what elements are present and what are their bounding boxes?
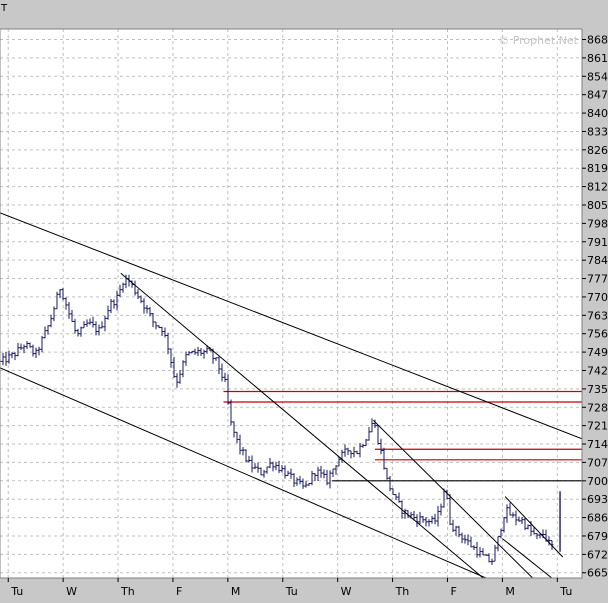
y-tick-label: 784 <box>587 254 608 267</box>
y-tick-label: 735 <box>587 383 608 396</box>
trendline <box>0 212 582 440</box>
y-tick-label: 756 <box>587 328 608 341</box>
y-tick-label: 777 <box>587 273 608 286</box>
y-tick-label: 686 <box>587 512 608 525</box>
trendlines <box>0 212 582 578</box>
y-tick-label: 665 <box>587 567 608 580</box>
x-tick-label: Tu <box>285 585 298 598</box>
y-tick-label: 707 <box>587 456 608 469</box>
y-tick-label: 791 <box>587 236 608 249</box>
y-tick-label: 679 <box>587 530 608 543</box>
x-tick-label: W <box>341 585 352 598</box>
y-tick-label: 833 <box>587 125 608 138</box>
x-tick-label: Tu <box>10 585 23 598</box>
y-tick-label: 742 <box>587 364 608 377</box>
y-tick-label: 728 <box>587 401 608 414</box>
x-tick-label: W <box>66 585 77 598</box>
y-tick-label: 847 <box>587 89 608 102</box>
trendline <box>373 420 533 578</box>
grid <box>0 29 582 578</box>
header-label: T <box>0 3 8 14</box>
x-tick-label: Tu <box>559 585 572 598</box>
y-tick-label: 721 <box>587 420 608 433</box>
x-tick-label: M <box>231 585 241 598</box>
y-tick-label: 798 <box>587 217 608 230</box>
y-tick-label: 714 <box>587 438 608 451</box>
y-tick-label: 819 <box>587 162 608 175</box>
horizontal-levels <box>223 390 582 482</box>
x-tick-label: F <box>176 585 182 598</box>
plot-area <box>0 29 582 578</box>
y-tick-label: 749 <box>587 346 608 359</box>
trendline <box>120 272 484 578</box>
watermark: © Prophet.Net <box>498 34 578 47</box>
trendline <box>502 538 553 578</box>
price-bars <box>0 274 561 565</box>
y-tick-label: 840 <box>587 107 608 120</box>
y-tick-label: 868 <box>587 34 608 47</box>
y-tick-label: 805 <box>587 199 608 212</box>
x-tick-label: Th <box>395 585 410 598</box>
y-tick-label: 763 <box>587 309 608 322</box>
y-tick-label: 812 <box>587 181 608 194</box>
x-tick-label: Th <box>120 585 135 598</box>
x-tick-label: M <box>505 585 515 598</box>
x-axis: Tu W Th F M Tu W Th F M Tu <box>7 578 572 598</box>
trendline <box>0 367 487 578</box>
y-tick-label: 854 <box>587 70 608 83</box>
y-tick-label: 672 <box>587 548 608 561</box>
y-axis: 868 861 854 847 840 833 826 819 812 805 798 791 784 7… <box>582 34 608 580</box>
plot-border <box>0 28 583 579</box>
y-tick-label: 826 <box>587 144 608 157</box>
y-tick-label: 861 <box>587 52 608 65</box>
x-tick-label: F <box>450 585 456 598</box>
trendline <box>504 496 564 558</box>
y-tick-label: 693 <box>587 493 608 506</box>
y-tick-label: 770 <box>587 291 608 304</box>
y-tick-label: 700 <box>587 475 608 488</box>
